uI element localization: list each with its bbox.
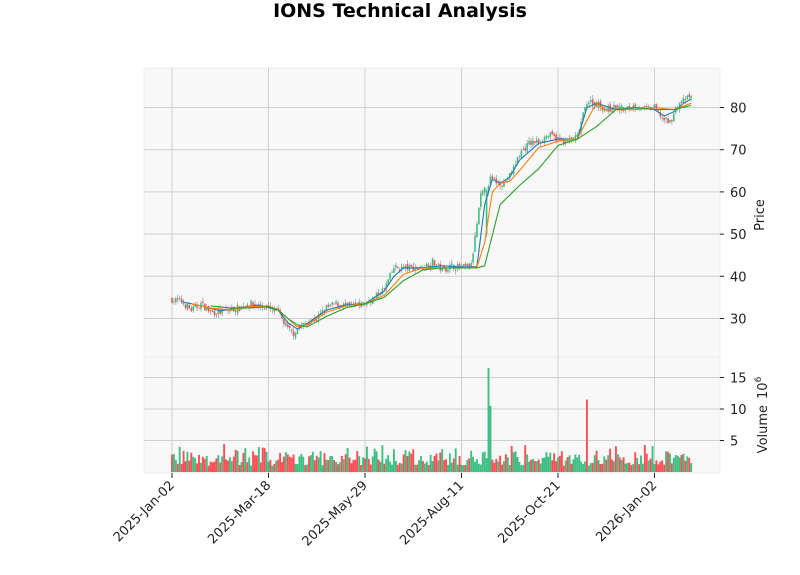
price-axis-ticks: 30 40 50 60 70 80 bbox=[720, 102, 747, 328]
volume-exponent: 6 bbox=[754, 376, 764, 382]
svg-text:2025-Jan-02: 2025-Jan-02 bbox=[111, 478, 178, 545]
svg-text:40: 40 bbox=[730, 270, 747, 285]
volume-grid bbox=[144, 357, 720, 473]
chart-title: IONS Technical Analysis bbox=[273, 0, 527, 22]
svg-text:2025-Aug-11: 2025-Aug-11 bbox=[397, 478, 467, 548]
svg-text:15: 15 bbox=[730, 372, 747, 387]
svg-text:2026-Jan-02: 2026-Jan-02 bbox=[593, 478, 660, 545]
svg-text:2025-Mar-18: 2025-Mar-18 bbox=[205, 478, 274, 547]
moving-average-lines bbox=[181, 98, 692, 330]
date-axis-ticks: 2025-Jan-02 2025-Mar-18 2025-May-29 2025-Au… bbox=[111, 473, 660, 549]
price-axis-label: Price bbox=[753, 199, 768, 231]
svg-text:80: 80 bbox=[730, 102, 747, 117]
svg-text:2025-May-29: 2025-May-29 bbox=[300, 478, 371, 549]
svg-text:10: 10 bbox=[730, 403, 747, 418]
price-panel-background bbox=[143, 67, 721, 358]
svg-text:70: 70 bbox=[730, 144, 747, 159]
svg-text:50: 50 bbox=[730, 228, 747, 243]
volume-label-text: Volume bbox=[756, 405, 771, 453]
svg-text:60: 60 bbox=[730, 186, 747, 201]
price-panel: 30 40 50 60 70 80 Price bbox=[143, 67, 768, 358]
volume-panel-background bbox=[143, 356, 721, 474]
svg-text:2025-Oct-21: 2025-Oct-21 bbox=[495, 478, 563, 546]
svg-text:30: 30 bbox=[730, 313, 747, 328]
volume-axis-label: Volume 106 bbox=[754, 376, 771, 453]
volume-axis-ticks: 5 10 15 bbox=[720, 372, 747, 450]
svg-text:5: 5 bbox=[730, 435, 738, 450]
volume-bars bbox=[171, 368, 693, 472]
volume-exponent-base: 10 bbox=[756, 382, 771, 399]
